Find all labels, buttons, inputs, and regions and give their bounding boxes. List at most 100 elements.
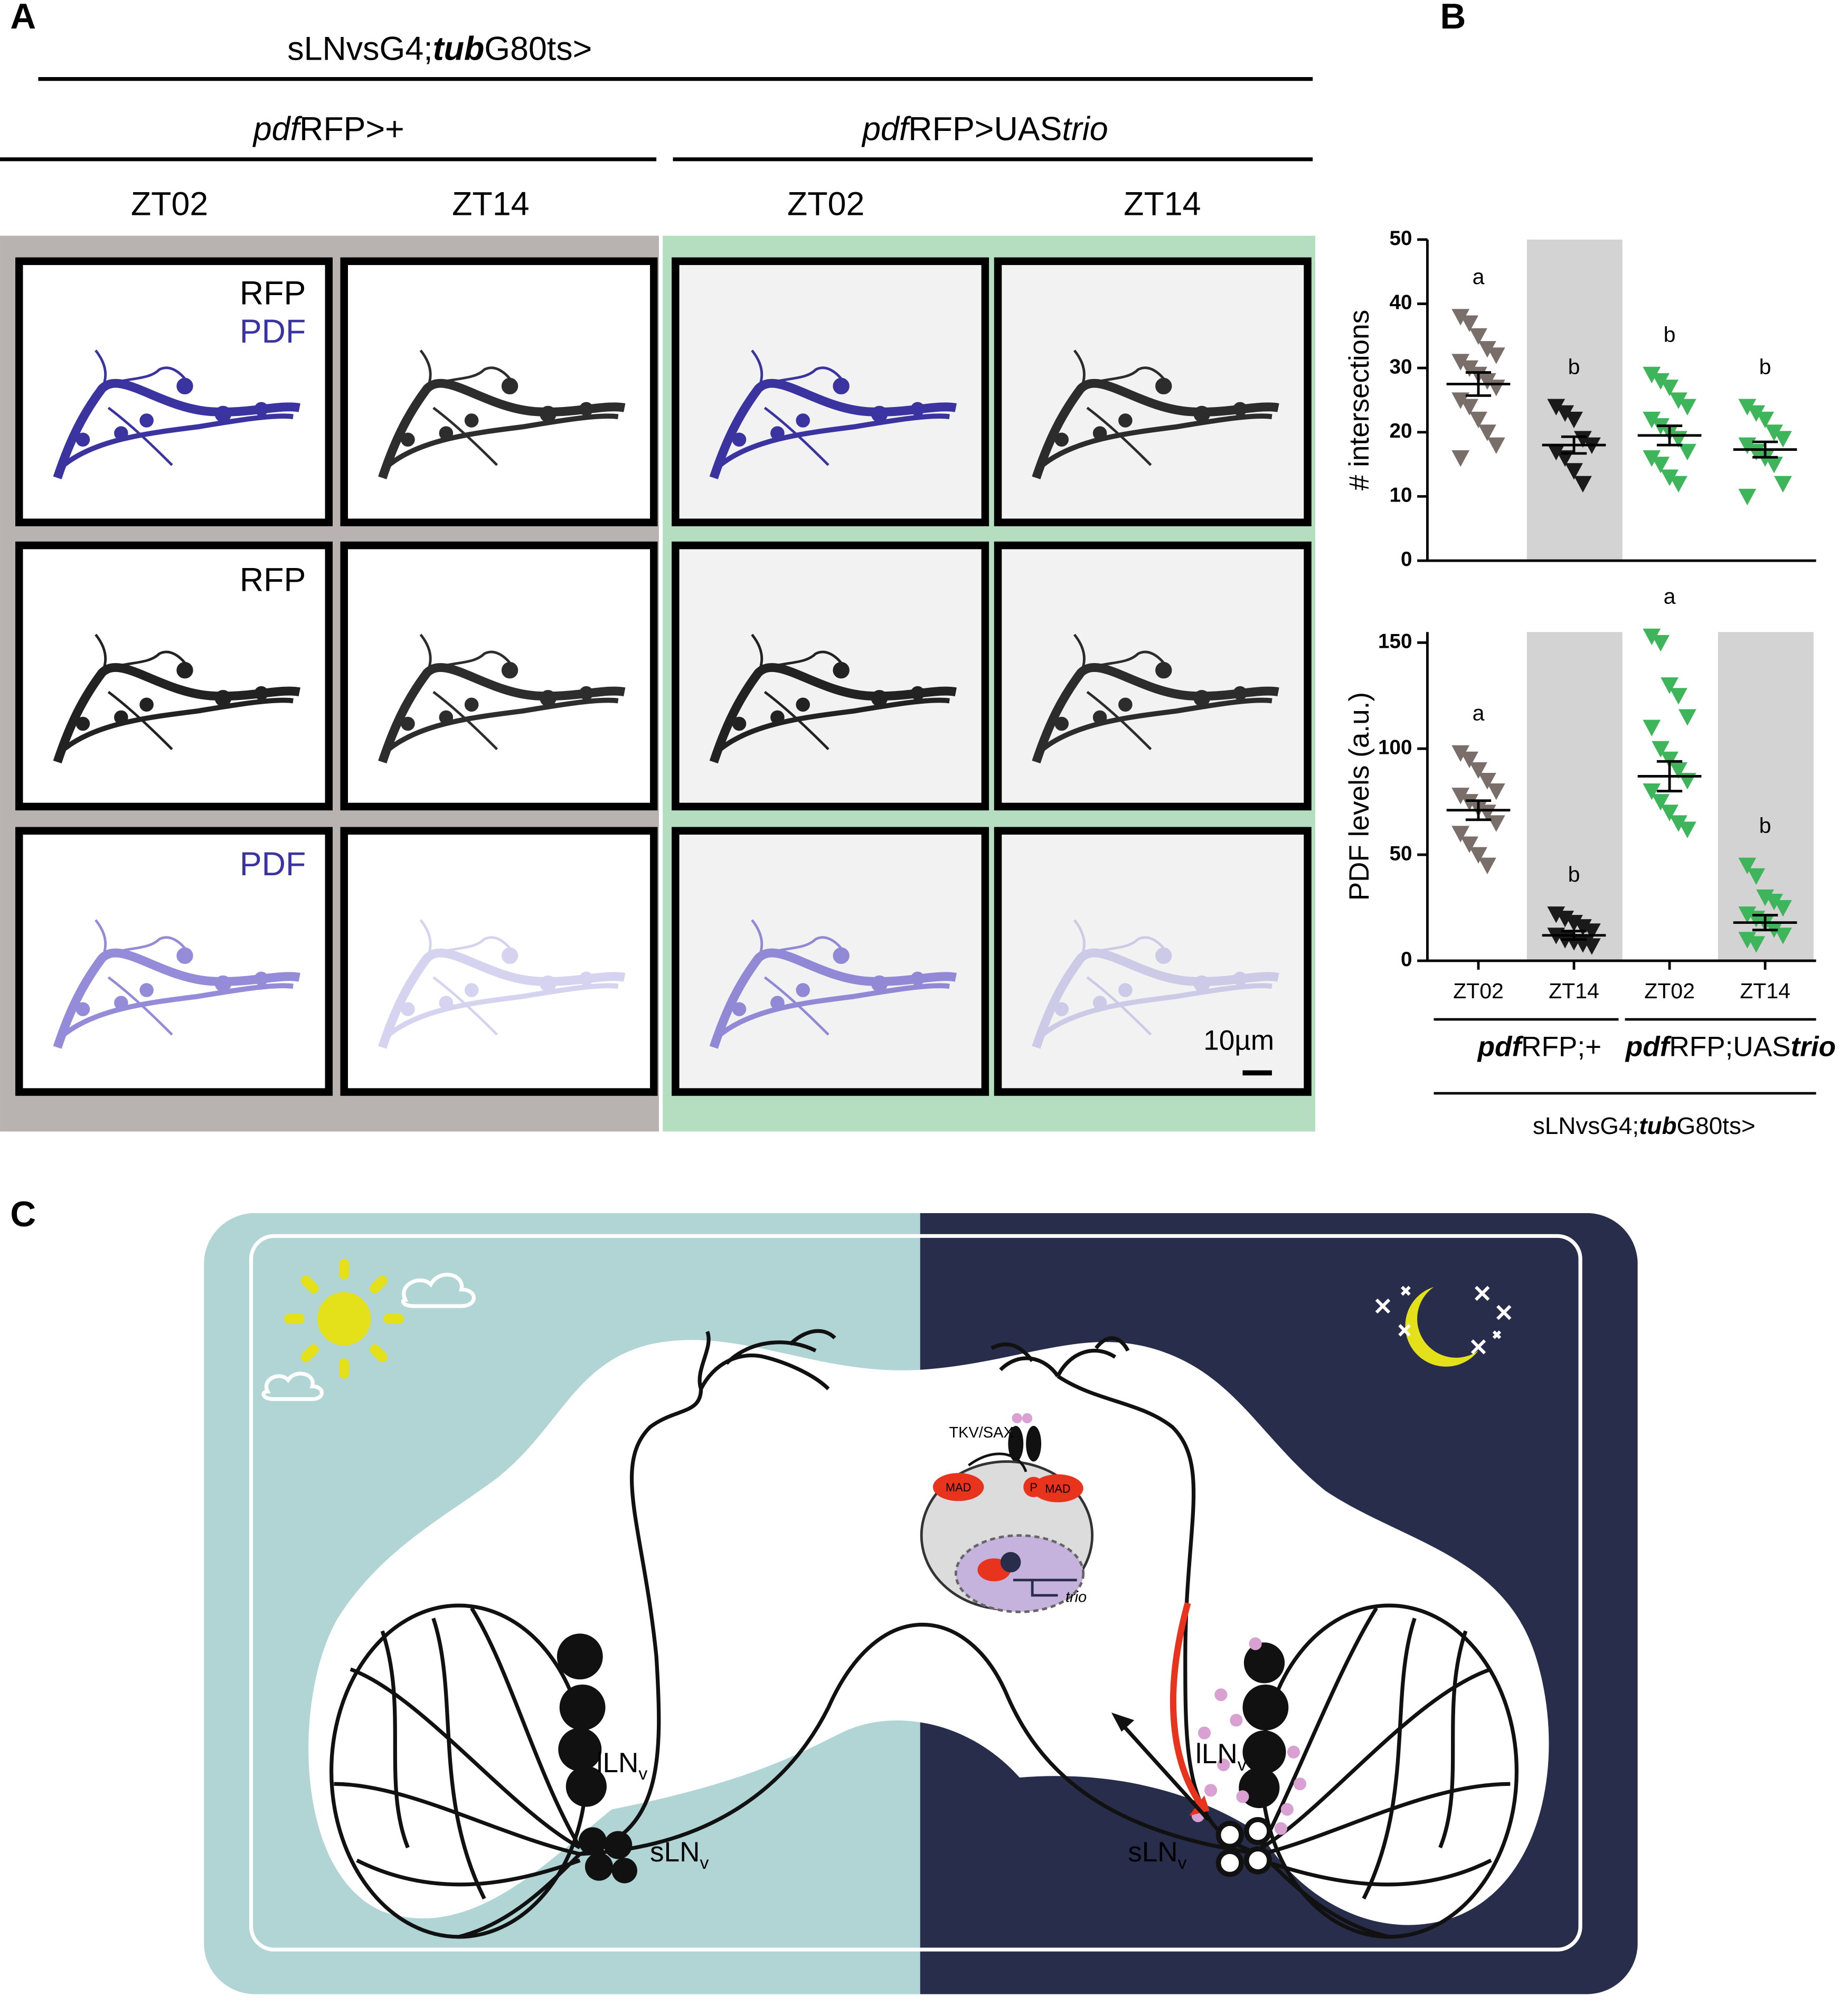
data-point — [1478, 373, 1496, 390]
cell-label: lLNv — [597, 1747, 648, 1784]
red-arrowhead — [1189, 1795, 1210, 1816]
micrograph-frame — [340, 827, 658, 1096]
data-point — [1451, 745, 1470, 762]
panel-label: C — [10, 1195, 36, 1234]
scale-bar-label: 10µm — [1203, 1025, 1274, 1056]
y-axis-title: # intersections — [1344, 310, 1375, 490]
data-point — [1670, 476, 1687, 493]
data-point — [1678, 709, 1696, 726]
mad-label: MAD — [946, 1481, 971, 1494]
data-point — [1670, 762, 1687, 779]
channel-label: RFP — [240, 275, 306, 312]
y-tick-label: 0 — [1401, 948, 1412, 971]
sun — [261, 1259, 476, 1401]
driver-label: sLNvsG4;tubG80ts> — [1533, 1112, 1756, 1139]
data-point — [1643, 720, 1661, 736]
data-point — [1460, 360, 1478, 377]
data-point — [1661, 805, 1679, 821]
moon — [1375, 1285, 1512, 1367]
channel-label: PDF — [240, 846, 306, 883]
micrograph-frame — [672, 541, 989, 811]
condition-label: pdfRFP>UAStrio — [861, 110, 1108, 147]
data-point — [1460, 836, 1478, 853]
data-point — [1643, 411, 1661, 429]
data-point — [1582, 938, 1601, 955]
channel-label: RFP — [240, 562, 306, 599]
data-point — [1547, 906, 1566, 923]
data-point — [1738, 857, 1757, 875]
data-point — [1547, 399, 1566, 415]
data-point — [1678, 821, 1696, 838]
cell-label: lLNv — [1195, 1738, 1247, 1775]
micrograph-frame — [994, 541, 1312, 811]
lnv-cells — [557, 1633, 1289, 1884]
channel-label: PDF — [240, 313, 306, 350]
signaling-cell — [920, 1413, 1094, 1613]
micrograph-frame — [15, 257, 333, 526]
data-point — [1661, 751, 1679, 769]
data-point — [1774, 476, 1792, 493]
y-axis-title: PDF levels (a.u.) — [1344, 692, 1375, 901]
data-point — [1756, 411, 1774, 429]
data-point — [1774, 928, 1792, 944]
data-point — [1451, 354, 1470, 371]
data-point — [1478, 341, 1496, 358]
data-point — [1487, 783, 1505, 800]
data-point — [1574, 919, 1592, 936]
significance-letter: b — [1759, 814, 1771, 838]
data-point — [1487, 380, 1505, 396]
data-point — [1487, 347, 1505, 364]
data-point — [1460, 751, 1478, 769]
phospho-label: P — [1030, 1481, 1038, 1494]
error-bar — [1465, 371, 1492, 397]
data-point — [1670, 688, 1687, 705]
data-point — [1738, 906, 1757, 923]
data-point — [1738, 488, 1757, 506]
y-tick-label: 150 — [1378, 630, 1412, 653]
data-point — [1652, 635, 1670, 652]
data-point — [1478, 805, 1496, 821]
timepoint-label: ZT14 — [1124, 186, 1201, 223]
x-tick-label: ZT14 — [1549, 979, 1599, 1003]
red-arrow — [1170, 1602, 1207, 1812]
significance-letter: a — [1473, 701, 1485, 725]
data-point — [1756, 889, 1774, 906]
data-point — [1460, 315, 1478, 332]
data-point — [1747, 868, 1766, 885]
data-point — [1478, 772, 1496, 790]
data-point — [1565, 915, 1583, 932]
significance-letter: b — [1759, 355, 1771, 379]
data-point — [1469, 328, 1487, 345]
micrographs — [15, 257, 1312, 1096]
condition-label: pdfRFP>+ — [252, 110, 404, 147]
micrograph-frame — [340, 541, 658, 811]
data-point — [1670, 815, 1687, 832]
data-point — [1643, 628, 1661, 646]
inner-frame — [249, 1234, 1582, 1952]
data-point — [1652, 457, 1670, 474]
error-bar — [1656, 760, 1683, 792]
x-tick-label: ZT02 — [1644, 979, 1695, 1003]
data-point — [1451, 309, 1470, 326]
pdf-dots — [1191, 1637, 1307, 1835]
data-point — [1460, 794, 1478, 811]
y-tick-label: 30 — [1390, 355, 1412, 378]
y-tick-label: 40 — [1390, 291, 1412, 314]
data-point — [1661, 469, 1679, 486]
data-point — [1765, 457, 1783, 474]
data-point — [1469, 411, 1487, 429]
y-tick-label: 0 — [1401, 548, 1412, 571]
data-point — [1565, 411, 1583, 429]
data-point — [1652, 741, 1670, 758]
micrograph-frame — [994, 257, 1312, 526]
data-point — [1487, 437, 1505, 454]
brain-outline — [308, 1340, 1549, 1925]
error-bar — [1561, 435, 1587, 455]
timepoint-label: ZT02 — [131, 186, 208, 223]
error-bar — [1752, 914, 1778, 932]
micrograph-frame — [672, 827, 989, 1096]
arrowhead — [1111, 1713, 1135, 1732]
driver-label: sLNvsG4;tubG80ts> — [287, 30, 592, 67]
data-point — [1582, 923, 1601, 940]
